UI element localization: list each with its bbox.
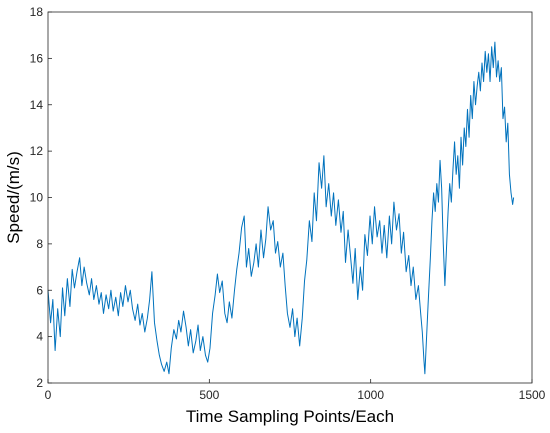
- y-tick-label: 10: [30, 191, 44, 205]
- y-tick-label: 6: [36, 283, 43, 297]
- y-tick-label: 4: [36, 330, 43, 344]
- y-axis-ticks: 2 4 6 8 10 12 14 16 18: [30, 5, 52, 390]
- y-tick-label: 2: [36, 376, 43, 390]
- x-tick-label: 1000: [357, 388, 384, 402]
- plot-content: [47, 41, 515, 375]
- y-tick-label: 12: [30, 144, 44, 158]
- x-axis-ticks: 0 500 1000 1500: [45, 379, 546, 402]
- series-line-0: [47, 41, 515, 375]
- y-tick-label: 18: [30, 5, 44, 19]
- x-tick-label: 0: [45, 388, 52, 402]
- x-tick-label: 500: [199, 388, 219, 402]
- y-tick-label: 14: [30, 98, 44, 112]
- y-tick-label: 8: [36, 237, 43, 251]
- x-tick-label: 1500: [519, 388, 546, 402]
- y-tick-label: 16: [30, 51, 44, 65]
- x-axis-title: Time Sampling Points/Each: [186, 407, 394, 426]
- y-axis-title: Speed/(m/s): [4, 151, 23, 244]
